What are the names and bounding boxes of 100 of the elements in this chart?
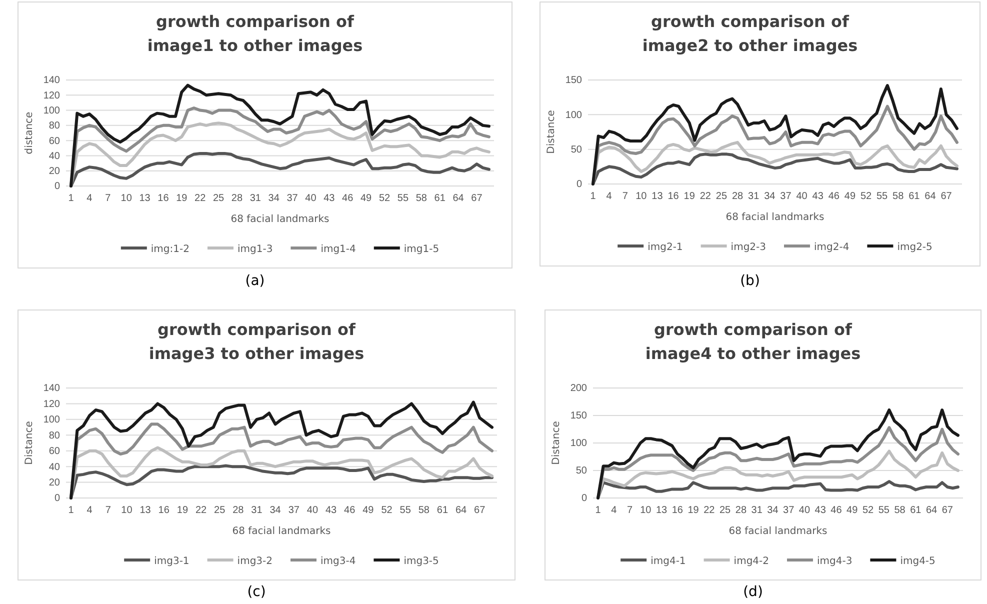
x-tick-label: 46	[830, 505, 842, 516]
x-tick-label: 58	[416, 193, 428, 204]
x-tick-label: 10	[120, 193, 132, 204]
x-axis-title: 68 facial landmarks	[726, 212, 824, 223]
text: (d)	[743, 584, 763, 600]
x-tick-label: 46	[828, 191, 840, 202]
line-series	[592, 104, 958, 186]
legend-label: img4-3	[817, 556, 852, 567]
x-tick-label: 61	[436, 505, 448, 516]
x-tick-label: 19	[176, 193, 188, 204]
y-tick-label: 50	[576, 466, 588, 477]
legend-label: img3-2	[237, 556, 272, 567]
x-tick-label: 31	[250, 193, 262, 204]
chart-title: growth comparison of image2 to other images	[642, 12, 858, 55]
x-tick-label: 16	[158, 505, 170, 516]
x-tick-label: 46	[344, 505, 356, 516]
y-tick-label: 20	[48, 166, 60, 178]
legend-label: img3-1	[154, 556, 190, 567]
y-tick-label: 60	[48, 136, 60, 147]
x-tick-label: 1	[68, 193, 74, 204]
x-tick-label: 22	[700, 191, 712, 202]
x-tick-label: 4	[611, 505, 618, 516]
x-tick-label: 4	[606, 191, 612, 202]
line-series	[70, 84, 490, 188]
x-tick-label: 13	[139, 193, 151, 204]
chart-title: growth comparison of image1 to other images	[147, 12, 363, 55]
x-tick-label: 64	[926, 505, 938, 516]
x-tick-label: 7	[105, 505, 112, 516]
y-tick-label: 0	[54, 181, 60, 192]
x-tick-label: 25	[719, 505, 732, 516]
x-tick-label: 40	[306, 505, 318, 516]
line-series	[70, 446, 494, 500]
x-tick-label: 34	[764, 191, 776, 202]
y-tick-label: 80	[48, 120, 60, 132]
chart-title: growth comparison of image3 to other images	[148, 320, 364, 363]
x-tick-label: 37	[286, 193, 298, 204]
y-tick-label: 120	[43, 90, 60, 102]
y-tick-label: 150	[570, 410, 588, 422]
x-tick-label: 31	[751, 505, 763, 516]
x-tick-label: 7	[105, 193, 112, 204]
y-tick-label: 40	[48, 462, 60, 473]
x-axis-title: 68 facial landmarks	[728, 526, 828, 537]
x-tick-label: 4	[86, 505, 93, 516]
x-tick-label: 1	[68, 505, 74, 516]
line-series	[592, 152, 958, 186]
x-tick-label: 16	[672, 505, 684, 516]
x-tick-label: 58	[894, 505, 906, 516]
x-tick-label: 43	[814, 505, 826, 516]
x-axis-title: 68 facial landmarks	[230, 214, 330, 225]
x-tick-label: 10	[640, 505, 652, 516]
x-tick-label: 13	[652, 191, 664, 202]
x-tick-label: 7	[622, 191, 628, 202]
x-tick-label: 55	[878, 505, 890, 516]
legend-label: img:1-2	[150, 244, 190, 255]
x-tick-label: 25	[214, 505, 226, 516]
y-tick-label: 40	[48, 150, 60, 162]
x-tick-label: 10	[121, 505, 133, 516]
legend-label: img2-4	[814, 242, 850, 253]
x-tick-label: 55	[876, 191, 888, 202]
legend-label: img2-1	[648, 242, 683, 253]
x-tick-label: 64	[924, 191, 936, 202]
legend-label: img1-3	[237, 244, 273, 255]
y-axis-title: Distance	[24, 421, 35, 465]
x-tick-label: 22	[195, 505, 208, 516]
x-tick-label: 49	[360, 193, 372, 204]
x-tick-label: 43	[812, 191, 824, 202]
legend-label: img4-5	[900, 556, 936, 567]
x-tick-label: 19	[684, 191, 696, 202]
x-tick-label: 67	[942, 505, 954, 516]
x-tick-label: 31	[251, 505, 263, 516]
line-series	[596, 450, 960, 500]
y-tick-label: 120	[43, 398, 60, 410]
chart-title: growth comparison of image4 to other images	[645, 320, 861, 363]
x-tick-label: 61	[434, 193, 446, 204]
line-series	[596, 408, 960, 500]
x-tick-label: 52	[381, 505, 393, 516]
text: (a)	[245, 273, 265, 289]
x-tick-label: 67	[471, 193, 483, 204]
legend-label: img4-1	[650, 556, 686, 567]
x-tick-label: 46	[342, 193, 354, 204]
x-tick-label: 13	[656, 505, 668, 516]
x-tick-label: 4	[86, 193, 93, 204]
legend-label: img1-4	[320, 244, 356, 255]
x-tick-label: 61	[910, 505, 922, 516]
x-tick-label: 37	[783, 505, 795, 516]
x-tick-label: 16	[668, 191, 680, 202]
x-tick-label: 34	[767, 505, 779, 516]
y-axis-title: distance	[24, 112, 35, 154]
legend-label: img4-2	[734, 556, 769, 567]
legend-label: img2-5	[897, 242, 932, 253]
x-tick-label: 64	[455, 505, 468, 516]
x-tick-label: 28	[231, 193, 243, 204]
x-tick-label: 52	[862, 505, 874, 516]
x-tick-label: 34	[268, 193, 280, 204]
x-tick-label: 16	[158, 193, 170, 204]
x-tick-label: 1	[590, 191, 596, 202]
x-tick-label: 58	[892, 191, 904, 202]
x-tick-label: 34	[270, 505, 282, 516]
x-tick-label: 40	[796, 191, 808, 202]
x-tick-label: 22	[704, 505, 716, 516]
